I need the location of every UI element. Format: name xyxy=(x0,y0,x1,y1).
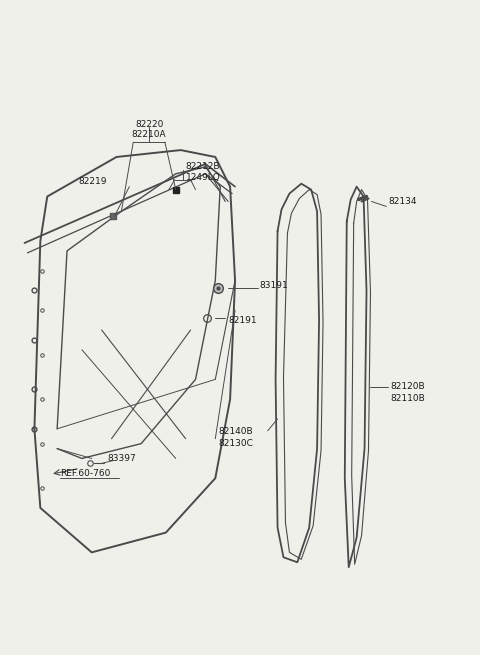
Text: 1249LQ: 1249LQ xyxy=(186,173,220,182)
Text: 83397: 83397 xyxy=(108,454,136,463)
Text: 82219: 82219 xyxy=(78,177,107,186)
Text: 82110B: 82110B xyxy=(390,394,425,403)
Text: 82140B: 82140B xyxy=(218,427,253,436)
Text: 82191: 82191 xyxy=(228,316,257,325)
Text: REF.60-760: REF.60-760 xyxy=(60,469,110,477)
Text: 82120B: 82120B xyxy=(390,383,425,391)
Text: 82210A: 82210A xyxy=(132,130,167,140)
Text: 82212B: 82212B xyxy=(186,162,220,171)
Text: 82220: 82220 xyxy=(135,121,163,130)
Text: 82130C: 82130C xyxy=(218,439,253,448)
Text: 82134: 82134 xyxy=(388,197,417,206)
Text: 83191: 83191 xyxy=(260,281,288,290)
